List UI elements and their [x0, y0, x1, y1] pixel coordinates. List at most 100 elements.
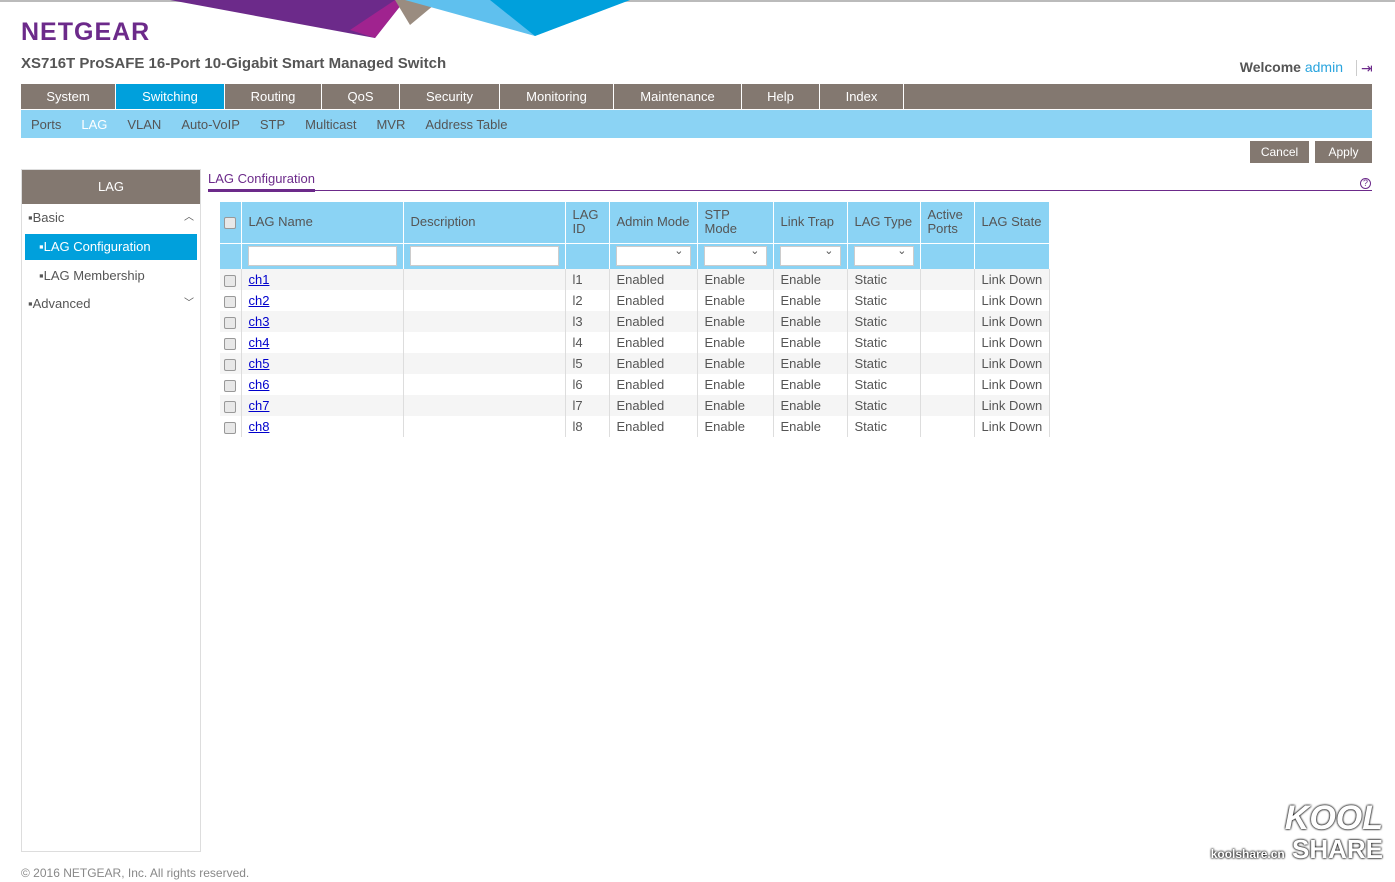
lag-name-link[interactable]: ch8: [248, 419, 270, 434]
row-checkbox[interactable]: [224, 400, 236, 413]
main-nav-monitoring[interactable]: Monitoring: [500, 84, 614, 109]
col-lag-id: LAG ID: [565, 202, 610, 243]
cell-lag-name: ch2: [241, 290, 404, 311]
lag-name-link[interactable]: ch1: [248, 272, 270, 287]
sub-nav-mvr[interactable]: MVR: [376, 116, 406, 132]
row-checkbox-cell: [220, 395, 242, 416]
page-title: LAG Configuration: [208, 171, 315, 192]
sidebar-item-advanced[interactable]: ▪Advanced ﹀: [22, 290, 200, 318]
row-checkbox[interactable]: [224, 337, 236, 350]
table-cell: Enable: [773, 353, 848, 374]
lag-table: LAG Name Description LAG ID Admin Mode S…: [220, 202, 1051, 437]
sub-nav: Ports LAG VLAN Auto-VoIP STP Multicast MVR Addr…: [21, 110, 1372, 138]
admin-mode-filter-select[interactable]: [615, 244, 691, 267]
help-icon[interactable]: ?: [1360, 178, 1371, 189]
main-nav-security[interactable]: Security: [400, 84, 500, 109]
table-cell: Link Down: [974, 416, 1051, 437]
table-row: ch2 l2 Enabled Enable Enable Static Link Down: [220, 290, 1051, 311]
table-cell: Enable: [773, 311, 848, 332]
main-nav-maintenance[interactable]: Maintenance: [614, 84, 742, 109]
sub-nav-auto-voip[interactable]: Auto-VoIP: [181, 116, 240, 132]
lag-name-link[interactable]: ch4: [248, 335, 270, 350]
col-link-trap: Link Trap: [773, 202, 848, 243]
table-cell: Enable: [697, 290, 774, 311]
sub-nav-lag[interactable]: LAG: [81, 116, 108, 132]
description-filter-input[interactable]: [409, 246, 559, 267]
table-cell: Enabled: [609, 332, 698, 353]
main-nav-switching[interactable]: Switching: [116, 84, 225, 109]
table-cell: Link Down: [974, 332, 1051, 353]
sidebar-title: LAG: [22, 170, 200, 204]
main-nav-qos[interactable]: QoS: [322, 84, 400, 109]
sub-nav-address-table[interactable]: Address Table: [425, 116, 508, 132]
sub-nav-vlan[interactable]: VLAN: [127, 116, 162, 132]
sidebar-item-basic[interactable]: ▪Basic ︿: [22, 204, 200, 232]
lag-name-link[interactable]: ch2: [248, 293, 270, 308]
stp-mode-filter-select[interactable]: [703, 244, 767, 267]
table-cell: Enabled: [609, 374, 698, 395]
lag-name-filter-input[interactable]: [247, 246, 397, 267]
lag-name-link[interactable]: ch5: [248, 356, 270, 371]
row-checkbox[interactable]: [224, 358, 236, 371]
watermark-site: koolshare.cn: [1210, 847, 1285, 861]
select-all-checkbox-cell: [220, 202, 242, 243]
filter-cell: [697, 242, 774, 269]
koolshare-watermark: KOOL koolshare.cn SHARE: [1210, 799, 1383, 864]
table-cell: Static: [847, 290, 921, 311]
table-cell: [920, 416, 975, 437]
header-banner-graphic: [170, 0, 630, 38]
filter-cell: [609, 242, 698, 269]
row-checkbox[interactable]: [224, 379, 236, 392]
sub-nav-multicast[interactable]: Multicast: [305, 116, 357, 132]
col-lag-state: LAG State: [974, 202, 1051, 243]
apply-button[interactable]: Apply: [1315, 141, 1372, 163]
table-cell: [403, 353, 566, 374]
table-cell: l5: [565, 353, 610, 374]
table-cell: l1: [565, 269, 610, 290]
cell-lag-name: ch4: [241, 332, 404, 353]
lag-name-link[interactable]: ch6: [248, 377, 270, 392]
logout-icon[interactable]: ⇥: [1356, 60, 1373, 76]
filter-cell: [241, 242, 404, 269]
sidebar-item-lag-configuration[interactable]: ▪LAG Configuration: [25, 234, 197, 260]
col-admin-mode: Admin Mode: [609, 202, 698, 243]
main-nav-routing[interactable]: Routing: [225, 84, 322, 109]
cancel-button[interactable]: Cancel: [1250, 141, 1309, 163]
row-checkbox[interactable]: [224, 421, 236, 434]
sub-nav-ports[interactable]: Ports: [31, 116, 62, 132]
table-row: ch5 l5 Enabled Enable Enable Static Link Down: [220, 353, 1051, 374]
welcome-text: Welcome admin: [1240, 59, 1343, 75]
table-cell: l2: [565, 290, 610, 311]
table-cell: Link Down: [974, 311, 1051, 332]
lag-name-link[interactable]: ch3: [248, 314, 270, 329]
table-cell: Enabled: [609, 353, 698, 374]
lag-name-link[interactable]: ch7: [248, 398, 270, 413]
netgear-logo: NETGEAR: [21, 18, 151, 46]
row-checkbox-cell: [220, 311, 242, 332]
sidebar: LAG ▪Basic ︿ ▪LAG Configuration ▪LAG Memb…: [21, 169, 201, 852]
table-cell: Enable: [697, 353, 774, 374]
row-checkbox[interactable]: [224, 274, 236, 287]
main-nav-help[interactable]: Help: [742, 84, 820, 109]
table-cell: Enable: [697, 311, 774, 332]
lag-type-filter-select[interactable]: [853, 244, 914, 267]
table-cell: Link Down: [974, 374, 1051, 395]
table-cell: [403, 374, 566, 395]
col-stp-mode: STP Mode: [697, 202, 774, 243]
sidebar-item-label: Advanced: [32, 296, 91, 311]
table-row: ch3 l3 Enabled Enable Enable Static Link Down: [220, 311, 1051, 332]
table-cell: Enable: [697, 332, 774, 353]
link-trap-filter-select[interactable]: [779, 244, 841, 267]
chevron-down-icon: ﹀: [184, 298, 194, 309]
row-checkbox[interactable]: [224, 295, 236, 308]
sub-nav-stp[interactable]: STP: [259, 116, 286, 132]
select-all-checkbox[interactable]: [224, 216, 236, 229]
sidebar-item-lag-membership[interactable]: ▪LAG Membership: [39, 268, 145, 283]
row-checkbox-cell: [220, 353, 242, 374]
main-nav-index[interactable]: Index: [820, 84, 904, 109]
username-link[interactable]: admin: [1304, 59, 1343, 75]
table-cell: Link Down: [974, 395, 1051, 416]
row-checkbox[interactable]: [224, 316, 236, 329]
cell-lag-name: ch5: [241, 353, 404, 374]
main-nav-system[interactable]: System: [21, 84, 116, 109]
